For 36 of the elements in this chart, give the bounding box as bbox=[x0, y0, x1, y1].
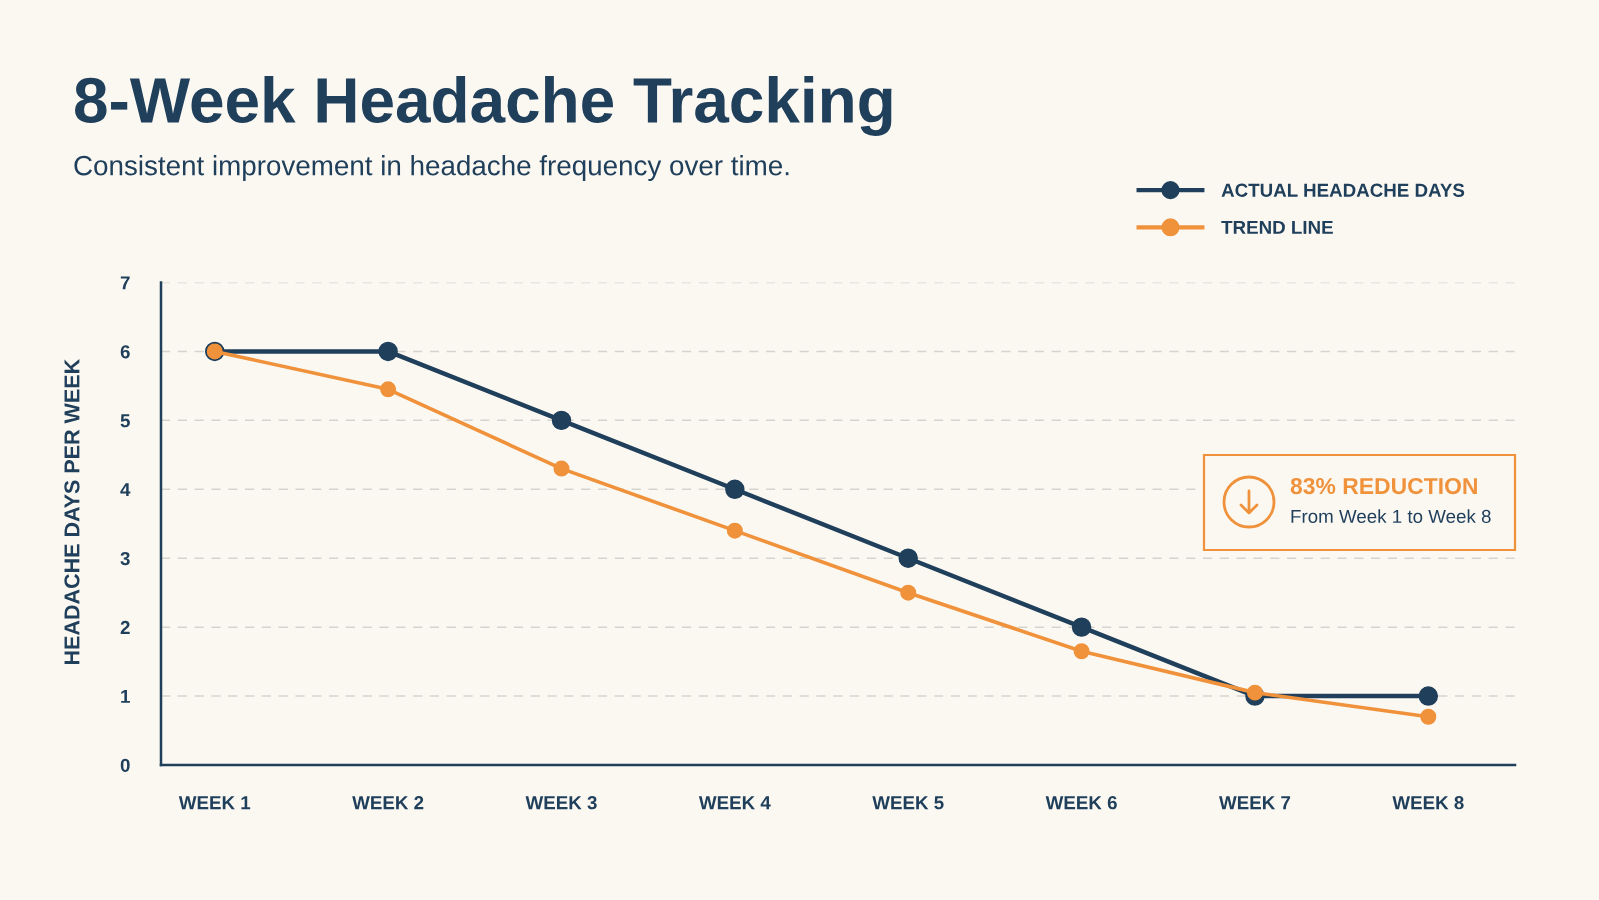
chart-subtitle: Consistent improvement in headache frequency over time. bbox=[74, 155, 789, 181]
x-tick-label: WEEK 1 bbox=[178, 796, 251, 810]
x-tick-label: WEEK 5 bbox=[872, 796, 944, 810]
x-tick-label: WEEK 7 bbox=[1219, 796, 1291, 810]
y-tick-label: 4 bbox=[120, 483, 131, 497]
y-tick-label: 5 bbox=[120, 414, 130, 428]
x-tick-label: WEEK 4 bbox=[698, 796, 771, 810]
annotation: 83% REDUCTION bbox=[1290, 477, 1477, 495]
point bbox=[725, 479, 745, 500]
y-tick-label: 2 bbox=[120, 620, 130, 634]
legend-label: ACTUAL HEADACHE DAYS bbox=[1221, 183, 1465, 197]
point bbox=[898, 548, 918, 568]
y-tick-label: 3 bbox=[120, 551, 130, 566]
x-tick-label: WEEK 3 bbox=[525, 796, 597, 810]
x-tick-label: WEEK 2 bbox=[352, 796, 424, 810]
y-axis-title: HEADACHE DAYS PER WEEK bbox=[64, 359, 80, 665]
y-tick-label: 7 bbox=[120, 276, 130, 290]
chart-title: 8-Week Headache Tracking bbox=[75, 76, 892, 136]
x-tick-label: WEEK 6 bbox=[1045, 796, 1117, 810]
point bbox=[900, 584, 917, 601]
y-tick-label: 1 bbox=[121, 689, 130, 703]
point bbox=[551, 410, 572, 431]
point bbox=[380, 381, 397, 398]
point bbox=[1073, 643, 1090, 660]
y-tick-label: 6 bbox=[120, 345, 130, 359]
x-tick-label: WEEK 8 bbox=[1392, 796, 1464, 810]
point bbox=[1071, 617, 1092, 637]
point bbox=[726, 522, 743, 539]
annotation: From Week 1 to Week 8 bbox=[1291, 509, 1491, 524]
point bbox=[553, 460, 570, 477]
point bbox=[378, 341, 398, 362]
y-tick-label: 0 bbox=[120, 758, 130, 772]
point bbox=[1418, 686, 1439, 706]
point bbox=[1420, 708, 1437, 725]
legend-label: TREND LINE bbox=[1221, 220, 1333, 234]
point bbox=[1246, 684, 1263, 701]
